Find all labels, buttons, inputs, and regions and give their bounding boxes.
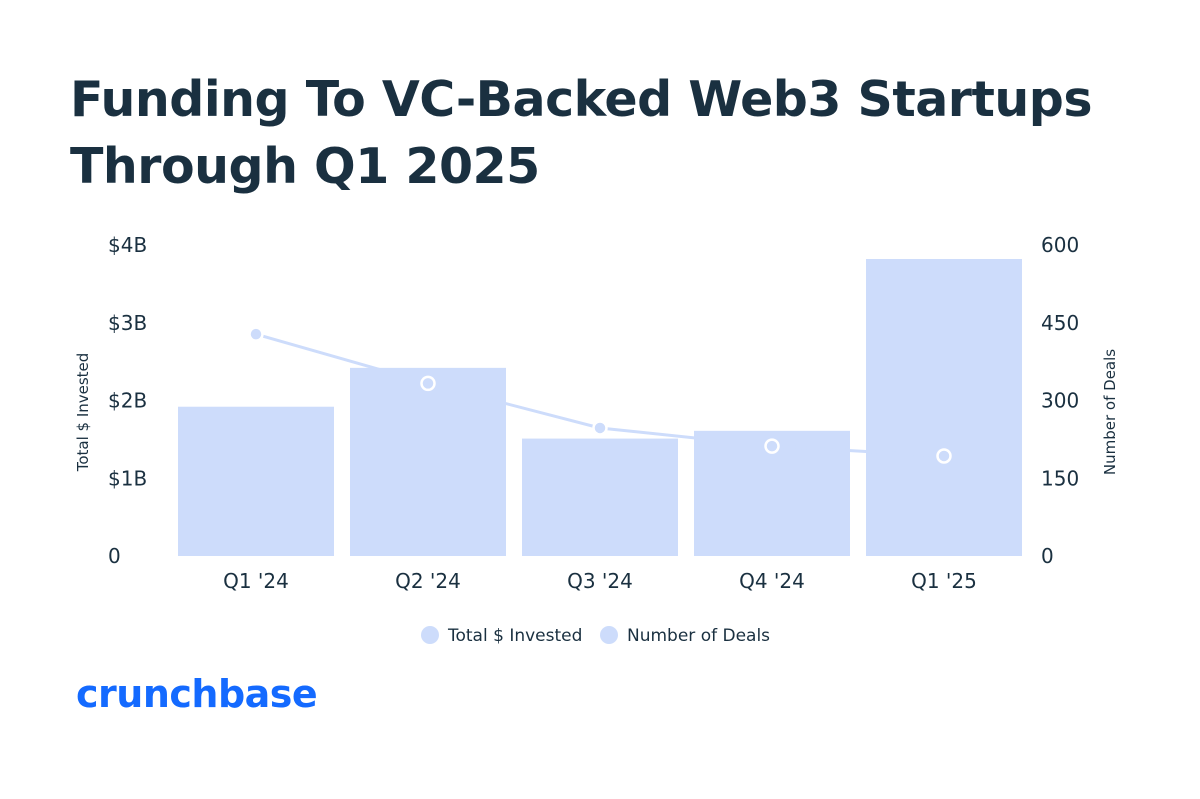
y-right-tick-1: 150: [1041, 466, 1079, 490]
x-tick-2: Q3 '24: [567, 569, 633, 593]
left-axis-ticks: 0 $1B $2B $3B $4B: [108, 233, 147, 568]
bar-1: [350, 367, 506, 556]
deals-point-3: [764, 438, 780, 454]
x-tick-0: Q1 '24: [223, 569, 289, 593]
y-left-tick-0: 0: [108, 544, 121, 568]
bars-layer: [178, 258, 1022, 556]
right-axis-ticks: 0 150 300 450 600: [1041, 233, 1079, 568]
bar-4: [866, 258, 1022, 556]
crunchbase-logo: crunchbase: [76, 672, 318, 716]
legend-label-0: Total $ Invested: [447, 626, 582, 646]
chart-title-line-1: Funding To VC-Backed Web3 Startups: [70, 71, 1093, 128]
legend-label-1: Number of Deals: [627, 626, 770, 646]
y-left-tick-4: $4B: [108, 233, 147, 257]
x-tick-4: Q1 '25: [911, 569, 977, 593]
bar-0: [178, 406, 334, 556]
y-right-tick-0: 0: [1041, 544, 1054, 568]
y-right-tick-4: 600: [1041, 233, 1079, 257]
y-left-tick-3: $3B: [108, 311, 147, 335]
x-tick-1: Q2 '24: [395, 569, 461, 593]
chart-title-line-2: Through Q1 2025: [70, 138, 540, 195]
legend-swatch-1: [600, 626, 618, 644]
y-left-tick-1: $1B: [108, 466, 147, 490]
legend-swatch-0: [421, 626, 439, 644]
y-axis-left-label: Total $ Invested: [74, 353, 92, 473]
y-right-tick-3: 450: [1041, 311, 1079, 335]
chart-title: Funding To VC-Backed Web3 Startups Throu…: [70, 66, 1150, 200]
deals-point-0: [248, 326, 264, 342]
y-left-tick-2: $2B: [108, 389, 147, 413]
deals-point-1: [420, 375, 436, 392]
deals-point-2: [592, 420, 608, 436]
deals-point-4: [936, 448, 952, 464]
x-axis-ticks: Q1 '24 Q2 '24 Q3 '24 Q4 '24 Q1 '25: [223, 569, 977, 593]
legend: Total $ Invested Number of Deals: [421, 626, 770, 646]
line-layer: [248, 326, 952, 464]
bar-2: [522, 438, 678, 556]
y-axis-right-label: Number of Deals: [1101, 349, 1119, 475]
x-tick-3: Q4 '24: [739, 569, 805, 593]
y-right-tick-2: 300: [1041, 389, 1079, 413]
